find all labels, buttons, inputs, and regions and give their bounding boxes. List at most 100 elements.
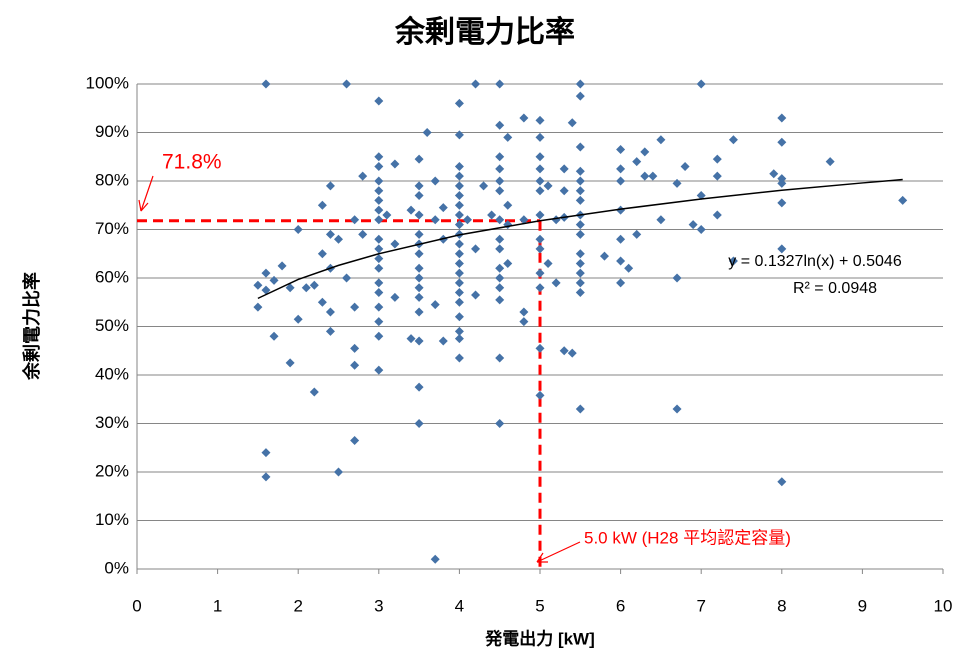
- chart-title: 余剰電力比率: [394, 15, 575, 49]
- x-tick-label: 2: [293, 596, 302, 615]
- data-point: [358, 229, 368, 239]
- data-point: [374, 278, 384, 288]
- y-tick-label: 90%: [95, 122, 129, 141]
- data-point: [535, 283, 545, 293]
- data-point: [454, 334, 464, 344]
- data-point: [495, 79, 505, 89]
- data-point: [285, 283, 295, 293]
- y-axis-label: 余剰電力比率: [21, 272, 42, 381]
- data-point: [374, 331, 384, 341]
- data-point: [495, 215, 505, 225]
- data-point: [374, 302, 384, 312]
- data-point: [777, 174, 787, 184]
- data-point: [543, 181, 553, 191]
- data-point: [261, 448, 271, 458]
- data-point: [269, 331, 279, 341]
- data-point: [575, 404, 585, 414]
- data-point: [454, 210, 464, 220]
- y-tick-label: 40%: [95, 364, 129, 383]
- data-point: [414, 283, 424, 293]
- data-point: [350, 215, 360, 225]
- data-point: [334, 234, 343, 244]
- data-point: [414, 419, 424, 428]
- data-point: [616, 164, 626, 174]
- data-point: [374, 254, 384, 264]
- data-point: [342, 273, 352, 283]
- x-tick-label: 4: [455, 596, 464, 615]
- data-point: [728, 256, 738, 266]
- trendline-equation: y = 0.1327ln(x) + 0.5046: [728, 253, 902, 270]
- data-point: [350, 360, 360, 370]
- data-point: [712, 154, 722, 164]
- data-point: [374, 317, 384, 327]
- data-point: [374, 161, 384, 171]
- data-point: [495, 295, 505, 305]
- data-point: [414, 263, 424, 273]
- data-point: [575, 278, 585, 288]
- data-point: [712, 171, 722, 181]
- y-tick-label: 10%: [95, 510, 129, 529]
- data-point: [535, 115, 545, 125]
- data-point: [261, 472, 271, 482]
- data-point: [414, 249, 424, 259]
- y-tick-label: 60%: [95, 267, 129, 286]
- x-tick-label: 10: [934, 596, 953, 615]
- data-point: [430, 554, 440, 564]
- data-point: [777, 178, 787, 188]
- data-point: [414, 382, 424, 392]
- data-point: [454, 249, 464, 259]
- data-point: [301, 283, 311, 293]
- data-point: [777, 477, 787, 487]
- data-point: [454, 98, 464, 108]
- data-point: [374, 263, 384, 273]
- data-point: [374, 176, 384, 186]
- data-point: [616, 256, 626, 266]
- data-point: [374, 215, 384, 225]
- data-point: [575, 288, 585, 298]
- data-point: [575, 91, 585, 101]
- data-point: [253, 302, 263, 312]
- data-point: [414, 191, 424, 201]
- data-point: [374, 365, 384, 375]
- data-point: [616, 234, 626, 244]
- data-point: [454, 220, 464, 230]
- data-point: [454, 200, 464, 210]
- data-point: [382, 210, 392, 220]
- data-point: [479, 181, 489, 191]
- x-tick-label: 6: [616, 596, 625, 615]
- data-point: [599, 251, 609, 261]
- data-point: [471, 244, 481, 254]
- data-point: [672, 404, 682, 414]
- data-point: [471, 290, 481, 300]
- data-point: [535, 244, 545, 254]
- data-point: [293, 225, 303, 234]
- data-point: [688, 220, 698, 230]
- data-point: [495, 263, 505, 273]
- x-tick-label: 1: [213, 596, 222, 615]
- data-point: [656, 215, 666, 225]
- data-point: [269, 275, 279, 285]
- data-point: [559, 164, 569, 174]
- data-point: [616, 205, 626, 215]
- data-point: [777, 137, 787, 147]
- data-point: [261, 268, 271, 278]
- x-tick-label: 5: [535, 596, 544, 615]
- data-point: [342, 79, 352, 89]
- r-squared: R² = 0.0948: [793, 280, 877, 297]
- data-point: [309, 280, 319, 290]
- data-point: [253, 280, 263, 290]
- data-point: [317, 200, 327, 210]
- data-point: [769, 169, 779, 179]
- data-point: [454, 268, 464, 278]
- data-point: [535, 210, 545, 220]
- data-point: [575, 229, 585, 239]
- data-point: [277, 261, 287, 271]
- data-point: [575, 258, 585, 268]
- data-point: [640, 171, 650, 181]
- data-point: [559, 186, 569, 196]
- arrowhead-x: [536, 552, 548, 563]
- y-tick-label: 20%: [95, 461, 129, 480]
- data-point: [551, 215, 561, 225]
- x-tick-label: 0: [132, 596, 141, 615]
- data-point: [374, 288, 384, 298]
